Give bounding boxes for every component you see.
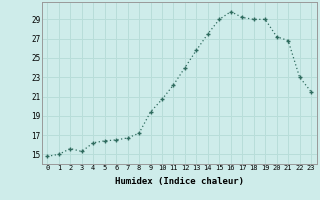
X-axis label: Humidex (Indice chaleur): Humidex (Indice chaleur)	[115, 177, 244, 186]
